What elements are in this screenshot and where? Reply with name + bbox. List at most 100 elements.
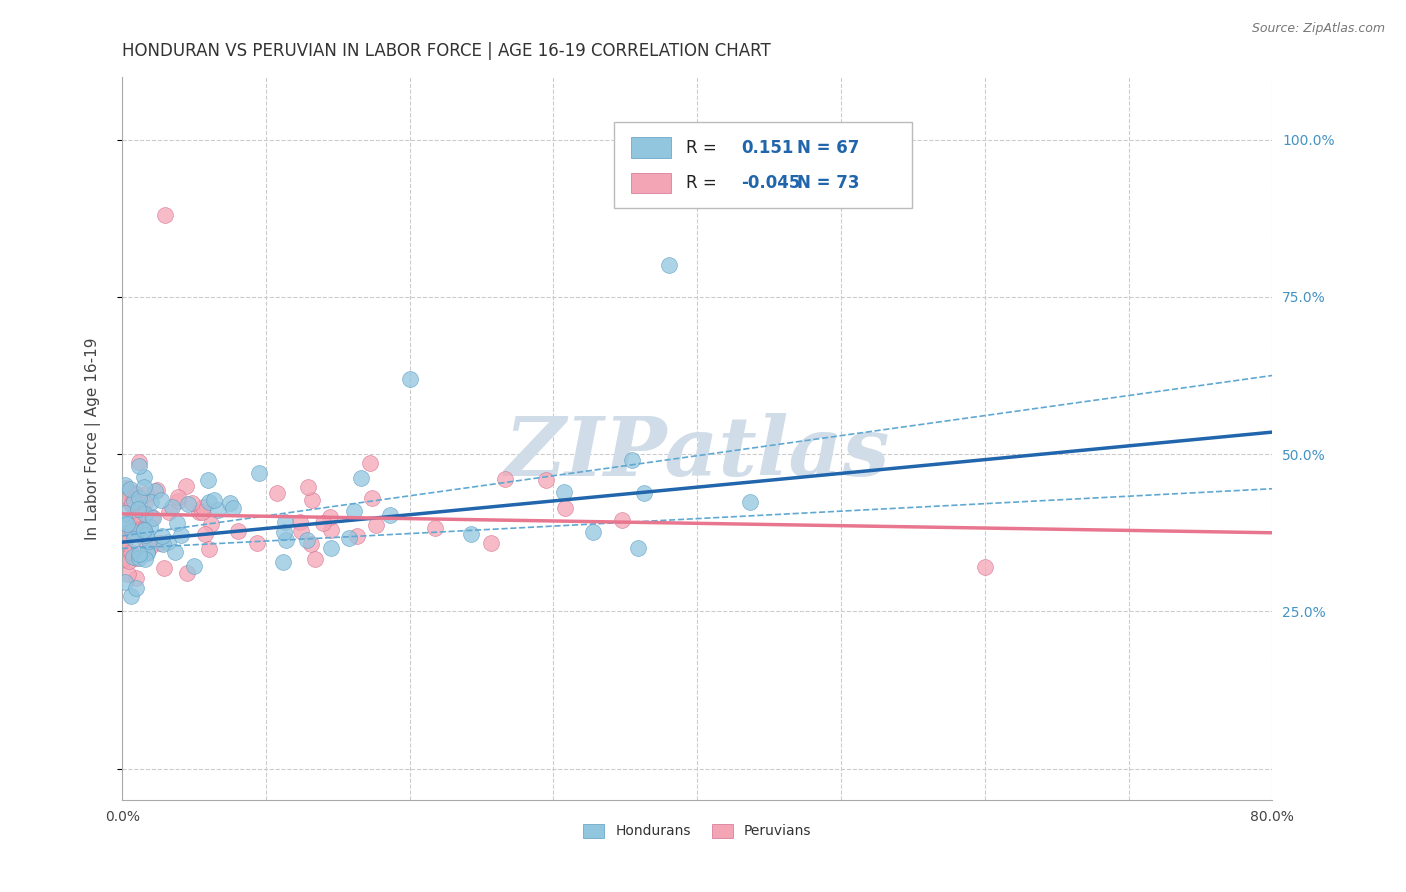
Point [361, 491, 384, 506]
Point [114, 506, 136, 520]
Point [143, 483, 166, 498]
Point [271, 555, 294, 569]
Text: R =: R = [686, 174, 717, 192]
Point [131, 502, 153, 516]
Point [112, 550, 135, 565]
Point [536, 473, 558, 487]
Point [135, 527, 157, 541]
Point [152, 537, 174, 551]
Point [112, 543, 135, 558]
Point [150, 529, 173, 543]
Point [197, 473, 219, 487]
Point [128, 458, 150, 473]
Point [494, 472, 516, 486]
Point [122, 549, 145, 564]
Point [134, 522, 156, 536]
Point [128, 550, 150, 565]
Point [136, 545, 159, 559]
Point [120, 545, 142, 559]
Point [219, 496, 242, 510]
Point [117, 484, 139, 499]
Point [118, 554, 141, 568]
Point [202, 492, 225, 507]
Point [364, 518, 387, 533]
Point [146, 483, 169, 497]
Point [125, 518, 148, 533]
Point [120, 590, 142, 604]
Point [288, 515, 311, 529]
Point [135, 536, 157, 550]
Point [128, 547, 150, 561]
Text: N = 67: N = 67 [797, 138, 859, 156]
Point [135, 486, 157, 500]
Point [121, 496, 143, 510]
Point [120, 497, 142, 511]
Point [121, 524, 143, 538]
FancyBboxPatch shape [614, 122, 912, 209]
Point [117, 567, 139, 582]
Point [114, 478, 136, 492]
Point [350, 471, 373, 485]
Point [247, 466, 270, 480]
Point [318, 510, 340, 524]
Point [121, 520, 143, 534]
Point [553, 485, 575, 500]
Point [134, 523, 156, 537]
Point [132, 524, 155, 539]
Point [157, 505, 180, 519]
Point [117, 516, 139, 531]
Point [423, 521, 446, 535]
Point [246, 536, 269, 550]
Point [200, 516, 222, 531]
Point [169, 527, 191, 541]
Point [166, 516, 188, 530]
Point [139, 495, 162, 509]
Point [122, 509, 145, 524]
Point [610, 513, 633, 527]
Point [266, 486, 288, 500]
Point [359, 456, 381, 470]
Point [155, 208, 177, 222]
Point [297, 480, 319, 494]
Point [183, 559, 205, 574]
Point [128, 508, 150, 522]
Text: N = 73: N = 73 [797, 174, 860, 192]
Point [319, 541, 342, 555]
Point [554, 501, 576, 516]
Point [627, 541, 650, 555]
Text: ZIPatlas: ZIPatlas [505, 413, 890, 493]
Point [176, 566, 198, 580]
Point [274, 515, 297, 529]
Point [191, 500, 214, 514]
Point [290, 524, 312, 538]
Point [194, 526, 217, 541]
Point [127, 502, 149, 516]
Point [118, 491, 141, 505]
Point [157, 534, 180, 549]
Point [139, 520, 162, 534]
Point [738, 495, 761, 509]
Point [198, 541, 221, 556]
Point [132, 481, 155, 495]
Point [112, 534, 135, 549]
Point [176, 497, 198, 511]
Point [127, 524, 149, 538]
Point [197, 495, 219, 509]
Point [115, 516, 138, 530]
Point [125, 571, 148, 585]
Point [582, 525, 605, 540]
Point [128, 455, 150, 469]
Point [337, 531, 360, 545]
Point [134, 495, 156, 509]
Bar [630, 137, 671, 158]
Y-axis label: In Labor Force | Age 16-19: In Labor Force | Age 16-19 [86, 337, 101, 540]
Point [312, 516, 335, 530]
Point [114, 536, 136, 550]
Point [460, 527, 482, 541]
Point [134, 552, 156, 566]
Point [295, 533, 318, 547]
Point [301, 492, 323, 507]
Point [149, 536, 172, 550]
Point [378, 508, 401, 522]
Text: Source: ZipAtlas.com: Source: ZipAtlas.com [1251, 22, 1385, 36]
